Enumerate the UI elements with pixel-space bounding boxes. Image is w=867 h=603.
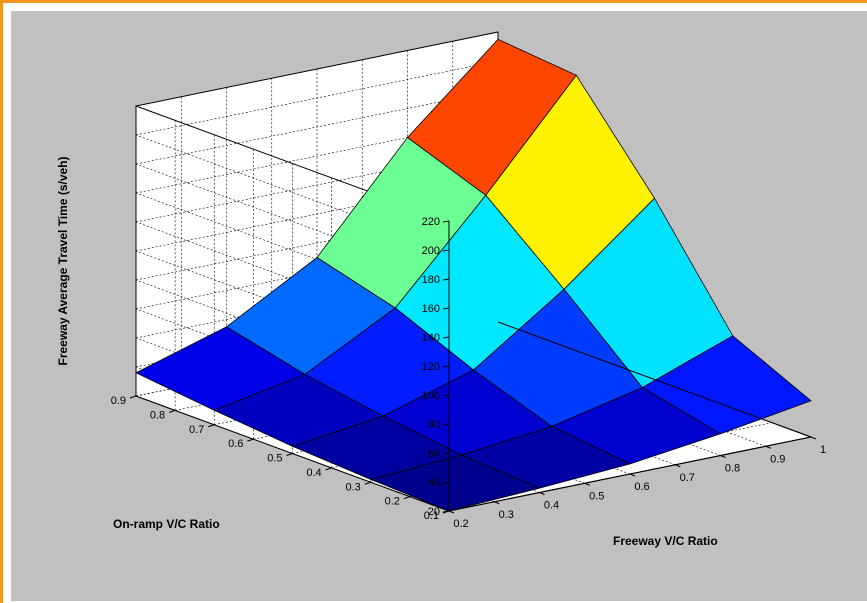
z-tick-label: 20 [428,506,440,518]
z-tick [442,423,450,426]
y-tick [286,453,293,456]
grid-z-back [135,176,499,252]
y-tick [129,395,137,399]
grid-z-left [135,308,450,425]
figure-window: 0.2 0.3 0.4 0.5 0.6 0.7 0.8 0.9 1 0.1 0.2 0.3 0.4 0.5… [11,11,867,601]
z-tick-label: 80 [428,419,440,431]
grid-z-back [135,147,499,223]
x-tick [675,464,681,468]
z-tick [442,307,450,310]
z-tick [442,278,450,281]
z-tick [442,220,450,223]
y-axis-label: On-ramp V/C Ratio [113,517,220,531]
x-tick-label: 0.5 [589,490,604,502]
floor-right-edge [497,321,812,438]
z-tick [442,510,450,513]
x-tick [494,501,500,505]
z-tick [442,452,450,455]
z-tick [442,365,450,368]
x-tick-label: 0.9 [770,453,785,465]
y-tick-label: 0.3 [345,481,360,493]
y-tick [403,496,411,500]
z-tick [442,394,450,397]
grid-z-left [135,250,450,367]
z-tick-label: 120 [422,361,440,373]
x-tick [720,455,726,458]
z-tick-label: 140 [422,332,440,344]
x-tick [765,445,771,449]
z-tick-label: 60 [428,448,440,460]
y-tick-label: 0.6 [228,438,243,450]
x-tick-label: 1 [820,444,826,456]
surface-patch [369,454,541,512]
z-tick [442,481,450,484]
y-tick-label: 0.1 [424,510,439,522]
tick-labels: 0.2 0.3 0.4 0.5 0.6 0.7 0.8 0.9 1 0.1 0.2 0.3 0.4 0.5… [111,216,826,530]
y-tick-label: 0.9 [111,395,126,407]
grid-z-back [135,31,499,107]
x-tick [539,492,545,495]
z-tick [442,249,450,252]
grid-z-back [135,89,499,165]
z-tick-label: 40 [428,477,440,489]
grid-z-back [135,60,499,136]
x-axis-label: Freeway V/C Ratio [613,534,718,548]
y-tick-label: 0.7 [189,424,204,436]
z-tick-label: 200 [422,245,440,257]
surface-chart: 0.2 0.3 0.4 0.5 0.6 0.7 0.8 0.9 1 0.1 0.2 0.3 0.4 0.5… [56,31,826,548]
axis-labels: Freeway Average Travel Time (s/veh) On-r… [56,156,718,548]
x-tick [448,510,455,514]
grid-z-left [135,395,450,512]
z-tick-label: 160 [422,303,440,315]
z-tick [442,336,450,339]
x-tick-label: 0.6 [634,481,649,493]
x-tick [629,473,636,477]
z-axis-label: Freeway Average Travel Time (s/veh) [56,156,70,365]
y-tick-label: 0.2 [385,496,400,508]
x-tick-label: 0.8 [725,463,740,475]
y-tick-label: 0.4 [306,467,321,479]
x-tick-label: 0.7 [680,472,695,484]
grid-z-left [135,105,450,222]
y-tick-label: 0.5 [267,453,282,465]
y-tick-label: 0.8 [150,409,165,421]
y-tick [247,438,254,442]
grid-z-back [135,118,499,194]
x-tick-label: 0.4 [544,500,559,512]
surface-mesh [135,38,812,512]
x-tick-label: 0.2 [453,518,468,530]
grid-z-back [135,205,499,281]
grid-z-left [135,163,450,280]
y-tick [325,467,332,471]
x-tick-label: 0.3 [499,509,514,521]
grid-z-left [135,192,450,309]
z-tick-label: 220 [422,216,440,228]
y-tick [364,481,371,485]
grid-z-left [135,221,450,338]
z-tick-label: 100 [422,390,440,402]
grid-z-left [135,279,450,396]
grid-z-left [135,134,450,251]
y-tick [168,409,176,413]
y-tick [208,424,215,428]
x-tick [584,482,590,486]
z-tick-label: 180 [422,274,440,286]
x-tick [810,436,817,440]
